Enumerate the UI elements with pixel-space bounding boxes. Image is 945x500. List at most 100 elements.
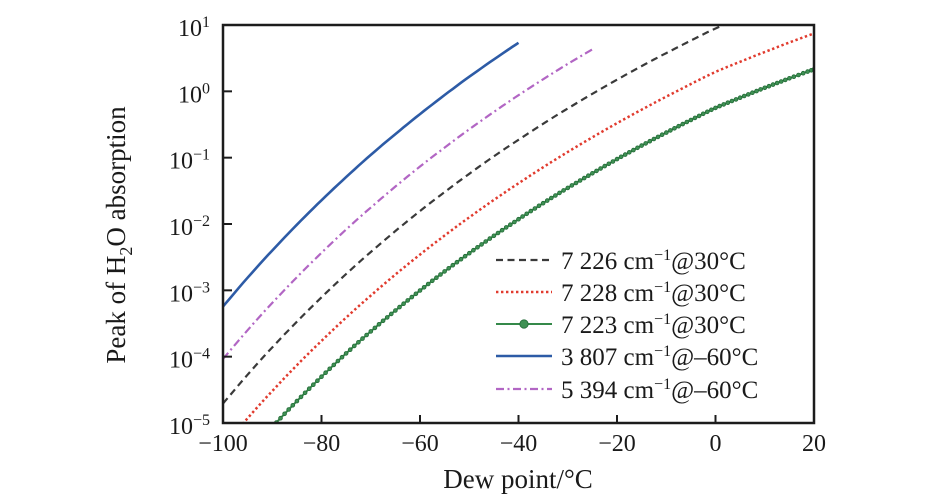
marker-dot [651, 136, 657, 142]
y-tick-label: 10−1 [169, 147, 210, 175]
marker-dot [310, 382, 316, 388]
marker-dot [655, 134, 661, 140]
legend-label-superscript: −1 [654, 279, 671, 296]
marker-dot [323, 370, 328, 376]
marker-dot [688, 117, 694, 123]
marker-dot [393, 308, 398, 313]
marker-dot [741, 93, 747, 99]
x-tick-label: 20 [802, 431, 826, 457]
marker-dot [507, 222, 513, 228]
marker-dot [516, 216, 521, 222]
marker-dot [429, 278, 435, 284]
marker-dot [750, 90, 755, 95]
y-tick-exponent: 1 [202, 14, 210, 31]
marker-dot [770, 82, 776, 87]
marker-dot [368, 329, 374, 334]
marker-dot [413, 291, 419, 297]
marker-dot [540, 200, 546, 206]
marker-dot [635, 145, 640, 151]
legend-label-superscript: −1 [654, 247, 671, 264]
marker-dot [766, 83, 772, 89]
marker-dot [745, 92, 751, 97]
marker-dot [626, 150, 632, 155]
marker-dot [290, 402, 296, 408]
y-tick-exponent: −5 [193, 412, 210, 429]
marker-dot [778, 79, 784, 84]
y-tick-exponent: −3 [193, 279, 210, 296]
marker-dot [248, 449, 252, 453]
marker-dot [278, 415, 283, 421]
marker-dot [725, 100, 731, 105]
marker-dot [643, 141, 648, 146]
marker-dot [331, 362, 337, 368]
marker-dot [487, 236, 493, 241]
marker-dot [409, 294, 415, 300]
marker-dot [544, 198, 550, 203]
marker-dot [532, 206, 538, 211]
marker-dot [631, 147, 636, 153]
marker-dot [696, 113, 702, 119]
marker-dot [676, 123, 681, 129]
marker-dot [520, 214, 525, 219]
line-7226-curve [223, 25, 727, 405]
marker-dot [252, 445, 256, 449]
marker-dot [791, 74, 797, 79]
line-7223-markers [248, 67, 814, 453]
marker-dot [573, 180, 579, 186]
marker-dot [266, 430, 270, 434]
marker-dot [553, 193, 558, 198]
marker-dot [565, 185, 571, 191]
legend-label-superscript: −1 [654, 311, 671, 328]
y-axis-title: Peak of H2O absorption [101, 106, 136, 364]
y-tick-label: 10−4 [169, 346, 210, 374]
y-tick-exponent: −2 [193, 213, 210, 230]
marker-dot [315, 378, 320, 384]
marker-dot [495, 230, 501, 236]
marker-dot [298, 394, 304, 400]
marker-dot [475, 245, 480, 250]
marker-dot [585, 173, 591, 179]
legend-label: 7 228 cm−1@30°C [561, 279, 746, 307]
y-axis-title-subscript: 2 [116, 247, 136, 256]
marker-dot [800, 70, 806, 76]
marker-dot [536, 203, 542, 209]
marker-dot [561, 188, 566, 193]
marker-dot [704, 109, 710, 115]
marker-dot [380, 318, 386, 324]
marker-dot [471, 247, 476, 253]
legend-label: 3 807 cm−1@–60°C [561, 343, 758, 371]
marker-dot [306, 386, 312, 392]
marker-dot [388, 311, 394, 317]
marker-dot [479, 242, 484, 247]
y-tick-exponent: −1 [193, 147, 210, 164]
legend-label: 7 226 cm−1@30°C [561, 247, 746, 275]
marker-dot [450, 262, 456, 268]
legend: 7 226 cm−1@30°C 7 228 cm−1@30°C 7 223 cm−1… [496, 247, 758, 404]
x-tick-label: −60 [401, 431, 439, 457]
marker-dot [491, 233, 497, 239]
line-3807-curve [223, 41, 520, 308]
marker-dot [668, 128, 673, 133]
marker-dot [524, 211, 529, 217]
marker-dot [327, 366, 333, 372]
legend-entry-line-7226: 7 226 cm−1@30°C [496, 247, 746, 275]
marker-dot [466, 250, 472, 256]
marker-dot [483, 239, 489, 244]
axis-ticks [222, 24, 815, 424]
marker-dot [729, 98, 735, 104]
marker-dot [618, 154, 624, 160]
marker-dot [614, 156, 620, 162]
marker-dot [762, 85, 768, 91]
marker-dot [257, 440, 261, 444]
legend-entry-line-5394: 5 394 cm−1@–60°C [496, 376, 758, 404]
legend-label-post: @30°C [671, 248, 746, 275]
marker-dot [774, 80, 780, 86]
marker-dot [364, 332, 369, 338]
marker-dot [397, 304, 402, 310]
marker-dot [343, 351, 349, 356]
marker-dot [499, 227, 505, 233]
marker-dot [458, 256, 464, 262]
marker-dot [602, 163, 607, 169]
